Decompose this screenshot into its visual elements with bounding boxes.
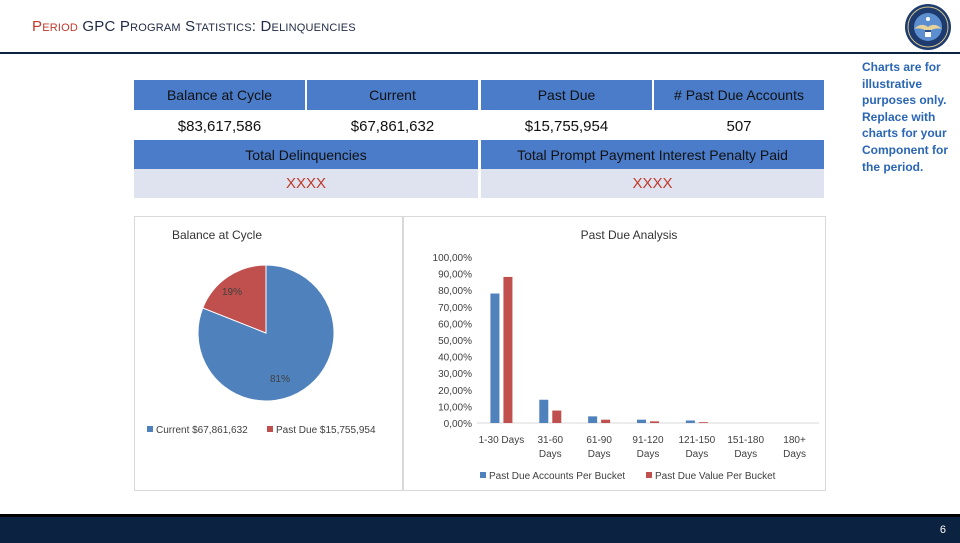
bar-legend-swatch-0 [480, 472, 486, 478]
pie-legend-label-1: Past Due $15,755,954 [276, 425, 376, 436]
value-past-due: $15,755,954 [481, 112, 652, 140]
bar-0-4 [685, 420, 695, 423]
header-past-due: Past Due [481, 80, 652, 110]
pie-title: Balance at Cycle [172, 228, 262, 242]
bar-legend-label-0: Past Due Accounts Per Bucket [489, 471, 625, 482]
x-tick-label: Days [539, 449, 562, 460]
x-tick-label: 91-120 [632, 435, 664, 446]
y-tick-label: 20,00% [438, 386, 472, 397]
x-tick-label: 151-180 [727, 435, 764, 446]
value-balance-at-cycle: $83,617,586 [134, 112, 305, 140]
pie-slice-1 [202, 264, 267, 334]
y-tick-label: 70,00% [438, 303, 472, 314]
y-tick-label: 30,00% [438, 369, 472, 380]
header-total-delinquencies: Total Delinquencies [134, 140, 478, 169]
header-balance-at-cycle: Balance at Cycle [134, 80, 305, 110]
pie-slice-0 [197, 264, 335, 402]
page-title: Period GPC Program Statistics: Delinquen… [32, 18, 356, 35]
pie-chart-panel: Balance at Cycle 81% 19% Current $67,861,63… [134, 216, 403, 491]
y-tick-label: 60,00% [438, 319, 472, 330]
value-total-delinquencies: XXXX [134, 169, 478, 198]
pie-chart: Balance at Cycle 81% 19% Current $67,861,63… [147, 228, 376, 436]
title-highlight: Period [32, 18, 79, 35]
x-tick-label: 1-30 Days [479, 435, 525, 446]
pie-legend-swatch-1 [267, 426, 273, 432]
bar-0-2 [588, 416, 598, 423]
bar-1-0 [503, 276, 513, 423]
pie-slice-label-0: 81% [270, 374, 290, 385]
y-tick-label: 0,00% [444, 419, 472, 430]
pie-legend-label-0: Current $67,861,632 [156, 425, 248, 436]
bar-1-1 [552, 410, 562, 423]
illustrative-note: Charts are for illustrative purposes onl… [862, 60, 948, 174]
y-tick-label: 10,00% [438, 402, 472, 413]
bar-chart-panel: Past Due Analysis 0,00% 10,00% 20,00% 30,00%… [403, 216, 826, 491]
bottom-bar: 6 [0, 514, 960, 543]
y-tick-label: 50,00% [438, 336, 472, 347]
header-interest-penalty: Total Prompt Payment Interest Penalty Pa… [481, 140, 824, 169]
y-tick-label: 90,00% [438, 270, 472, 281]
bar-1-4 [698, 422, 708, 423]
x-tick-label: 61-90 [586, 435, 612, 446]
pie-slice-label-1: 19% [222, 287, 242, 298]
header-current: Current [307, 80, 478, 110]
header-past-due-accounts: # Past Due Accounts [654, 80, 824, 110]
y-tick-label: 80,00% [438, 286, 472, 297]
x-tick-label: Days [685, 449, 708, 460]
bar-1-3 [650, 421, 659, 423]
page-number: 6 [939, 524, 946, 536]
value-past-due-accounts: 507 [654, 112, 824, 140]
value-interest-penalty: XXXX [481, 169, 824, 198]
x-tick-label: Days [783, 449, 806, 460]
y-tick-label: 40,00% [438, 353, 472, 364]
value-current: $67,861,632 [307, 112, 478, 140]
department-of-defense-seal-icon [905, 4, 951, 50]
bar-0-1 [539, 399, 549, 423]
x-tick-label: Days [588, 449, 611, 460]
bar-0-0 [490, 293, 500, 423]
bar-legend-swatch-1 [646, 472, 652, 478]
bar-0-3 [637, 419, 646, 423]
x-tick-label: 180+ [783, 435, 806, 446]
x-tick-label: Days [734, 449, 757, 460]
top-bar: Period GPC Program Statistics: Delinquen… [0, 0, 960, 54]
title-text: GPC Program Statistics: Delinquencies [82, 18, 356, 35]
x-tick-label: 31-60 [537, 435, 563, 446]
bar-chart-title: Past Due Analysis [581, 228, 678, 242]
y-tick-label: 100,00% [433, 253, 473, 264]
x-tick-label: Days [637, 449, 660, 460]
pie-legend-swatch-0 [147, 426, 153, 432]
bar-legend-label-1: Past Due Value Per Bucket [655, 471, 776, 482]
x-tick-label: 121-150 [679, 435, 716, 446]
bar-1-2 [601, 419, 611, 423]
bar-chart: Past Due Analysis 0,00% 10,00% 20,00% 30,00%… [433, 228, 819, 482]
